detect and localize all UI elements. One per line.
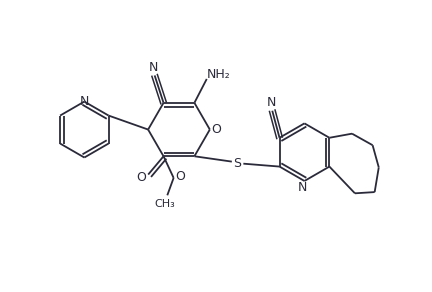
Text: N: N <box>149 61 158 74</box>
Text: N: N <box>298 181 308 194</box>
Text: NH₂: NH₂ <box>206 68 230 81</box>
Text: N: N <box>267 96 276 109</box>
Text: O: O <box>136 171 146 183</box>
Text: S: S <box>234 157 241 170</box>
Text: O: O <box>176 170 186 183</box>
Text: CH₃: CH₃ <box>155 199 176 208</box>
Text: O: O <box>212 123 221 136</box>
Text: N: N <box>79 95 89 108</box>
